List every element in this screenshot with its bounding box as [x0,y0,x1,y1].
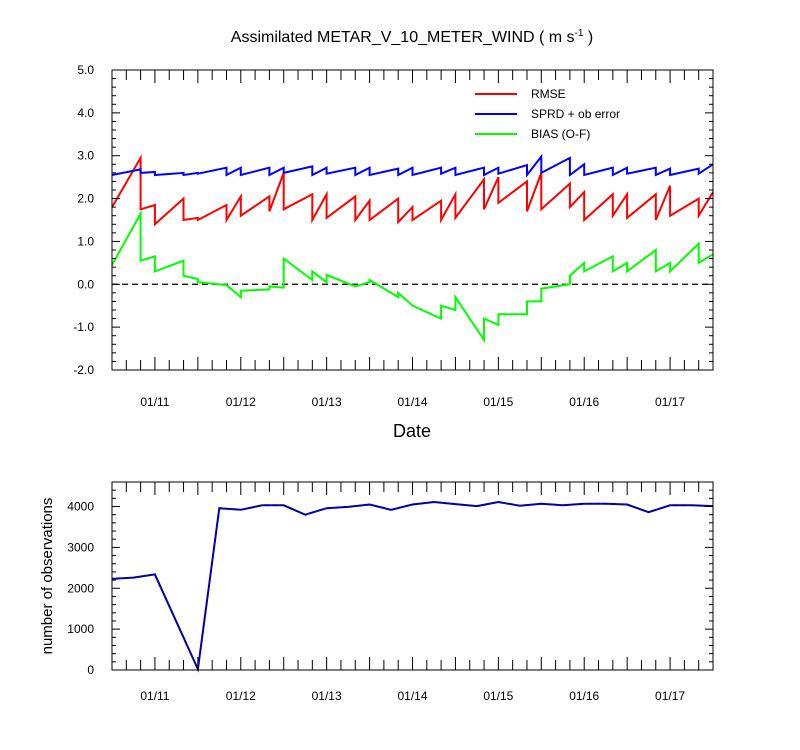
y-tick-label: -2.0 [73,363,94,377]
x-tick-label: 01/13 [312,689,342,703]
x-tick-label: 01/14 [397,395,427,409]
y-tick-label: 2.0 [77,192,94,206]
y-tick-label: 2000 [67,581,94,595]
x-axis-label: Date [393,421,431,441]
y-axis-label-observations: number of observations [39,498,56,655]
y-tick-label: 4.0 [77,106,94,120]
x-tick-label: 01/14 [397,689,427,703]
legend: RMSE SPRD + ob error BIAS (O-F) [475,87,620,141]
x-tick-label: 01/13 [312,395,342,409]
chart-title: Assimilated METAR_V_10_METER_WIND ( m s-… [231,28,593,46]
top-series-group [111,153,714,344]
series-line-bias-o-f [111,209,714,344]
y-tick-label: -1.0 [73,320,94,334]
x-tick-label: 01/12 [226,395,256,409]
x-tick-label: 01/15 [483,689,513,703]
legend-entry: BIAS (O-F) [531,127,590,141]
legend-entry: RMSE [531,87,566,101]
y-tick-label: 0 [87,663,94,677]
x-tick-label: 01/15 [483,395,513,409]
y-tick-label: 0.0 [77,277,94,291]
y-tick-label: 5.0 [77,63,94,77]
y-tick-label: 3.0 [77,149,94,163]
x-tick-label: 01/17 [655,395,685,409]
x-tick-label: 01/11 [140,395,169,409]
series-line-observations [111,500,714,673]
top-axis-ticks: 5.0 4.0 3.0 2.0 1.0 0.0 -1.0 -2.0 01/11 01/12 01/1… [73,63,713,409]
x-tick-label: 01/12 [226,689,256,703]
series-line-observations-overlay [111,501,714,671]
y-tick-label: 3000 [67,540,94,554]
series-line-sprd-ob-error [111,153,714,178]
y-tick-label: 1000 [67,622,94,636]
series-line-rmse [111,154,714,227]
bottom-series-group [111,500,714,673]
x-tick-label: 01/16 [569,689,599,703]
x-tick-label: 01/16 [569,395,599,409]
x-tick-label: 01/17 [655,689,685,703]
y-tick-label: 1.0 [77,234,94,248]
x-tick-label: 01/11 [140,689,169,703]
y-tick-label: 4000 [67,500,94,514]
bottom-axis-ticks: 4000 3000 2000 1000 0 01/11 01/12 01/13 01/14 01/… [67,482,713,703]
legend-entry: SPRD + ob error [531,107,620,121]
